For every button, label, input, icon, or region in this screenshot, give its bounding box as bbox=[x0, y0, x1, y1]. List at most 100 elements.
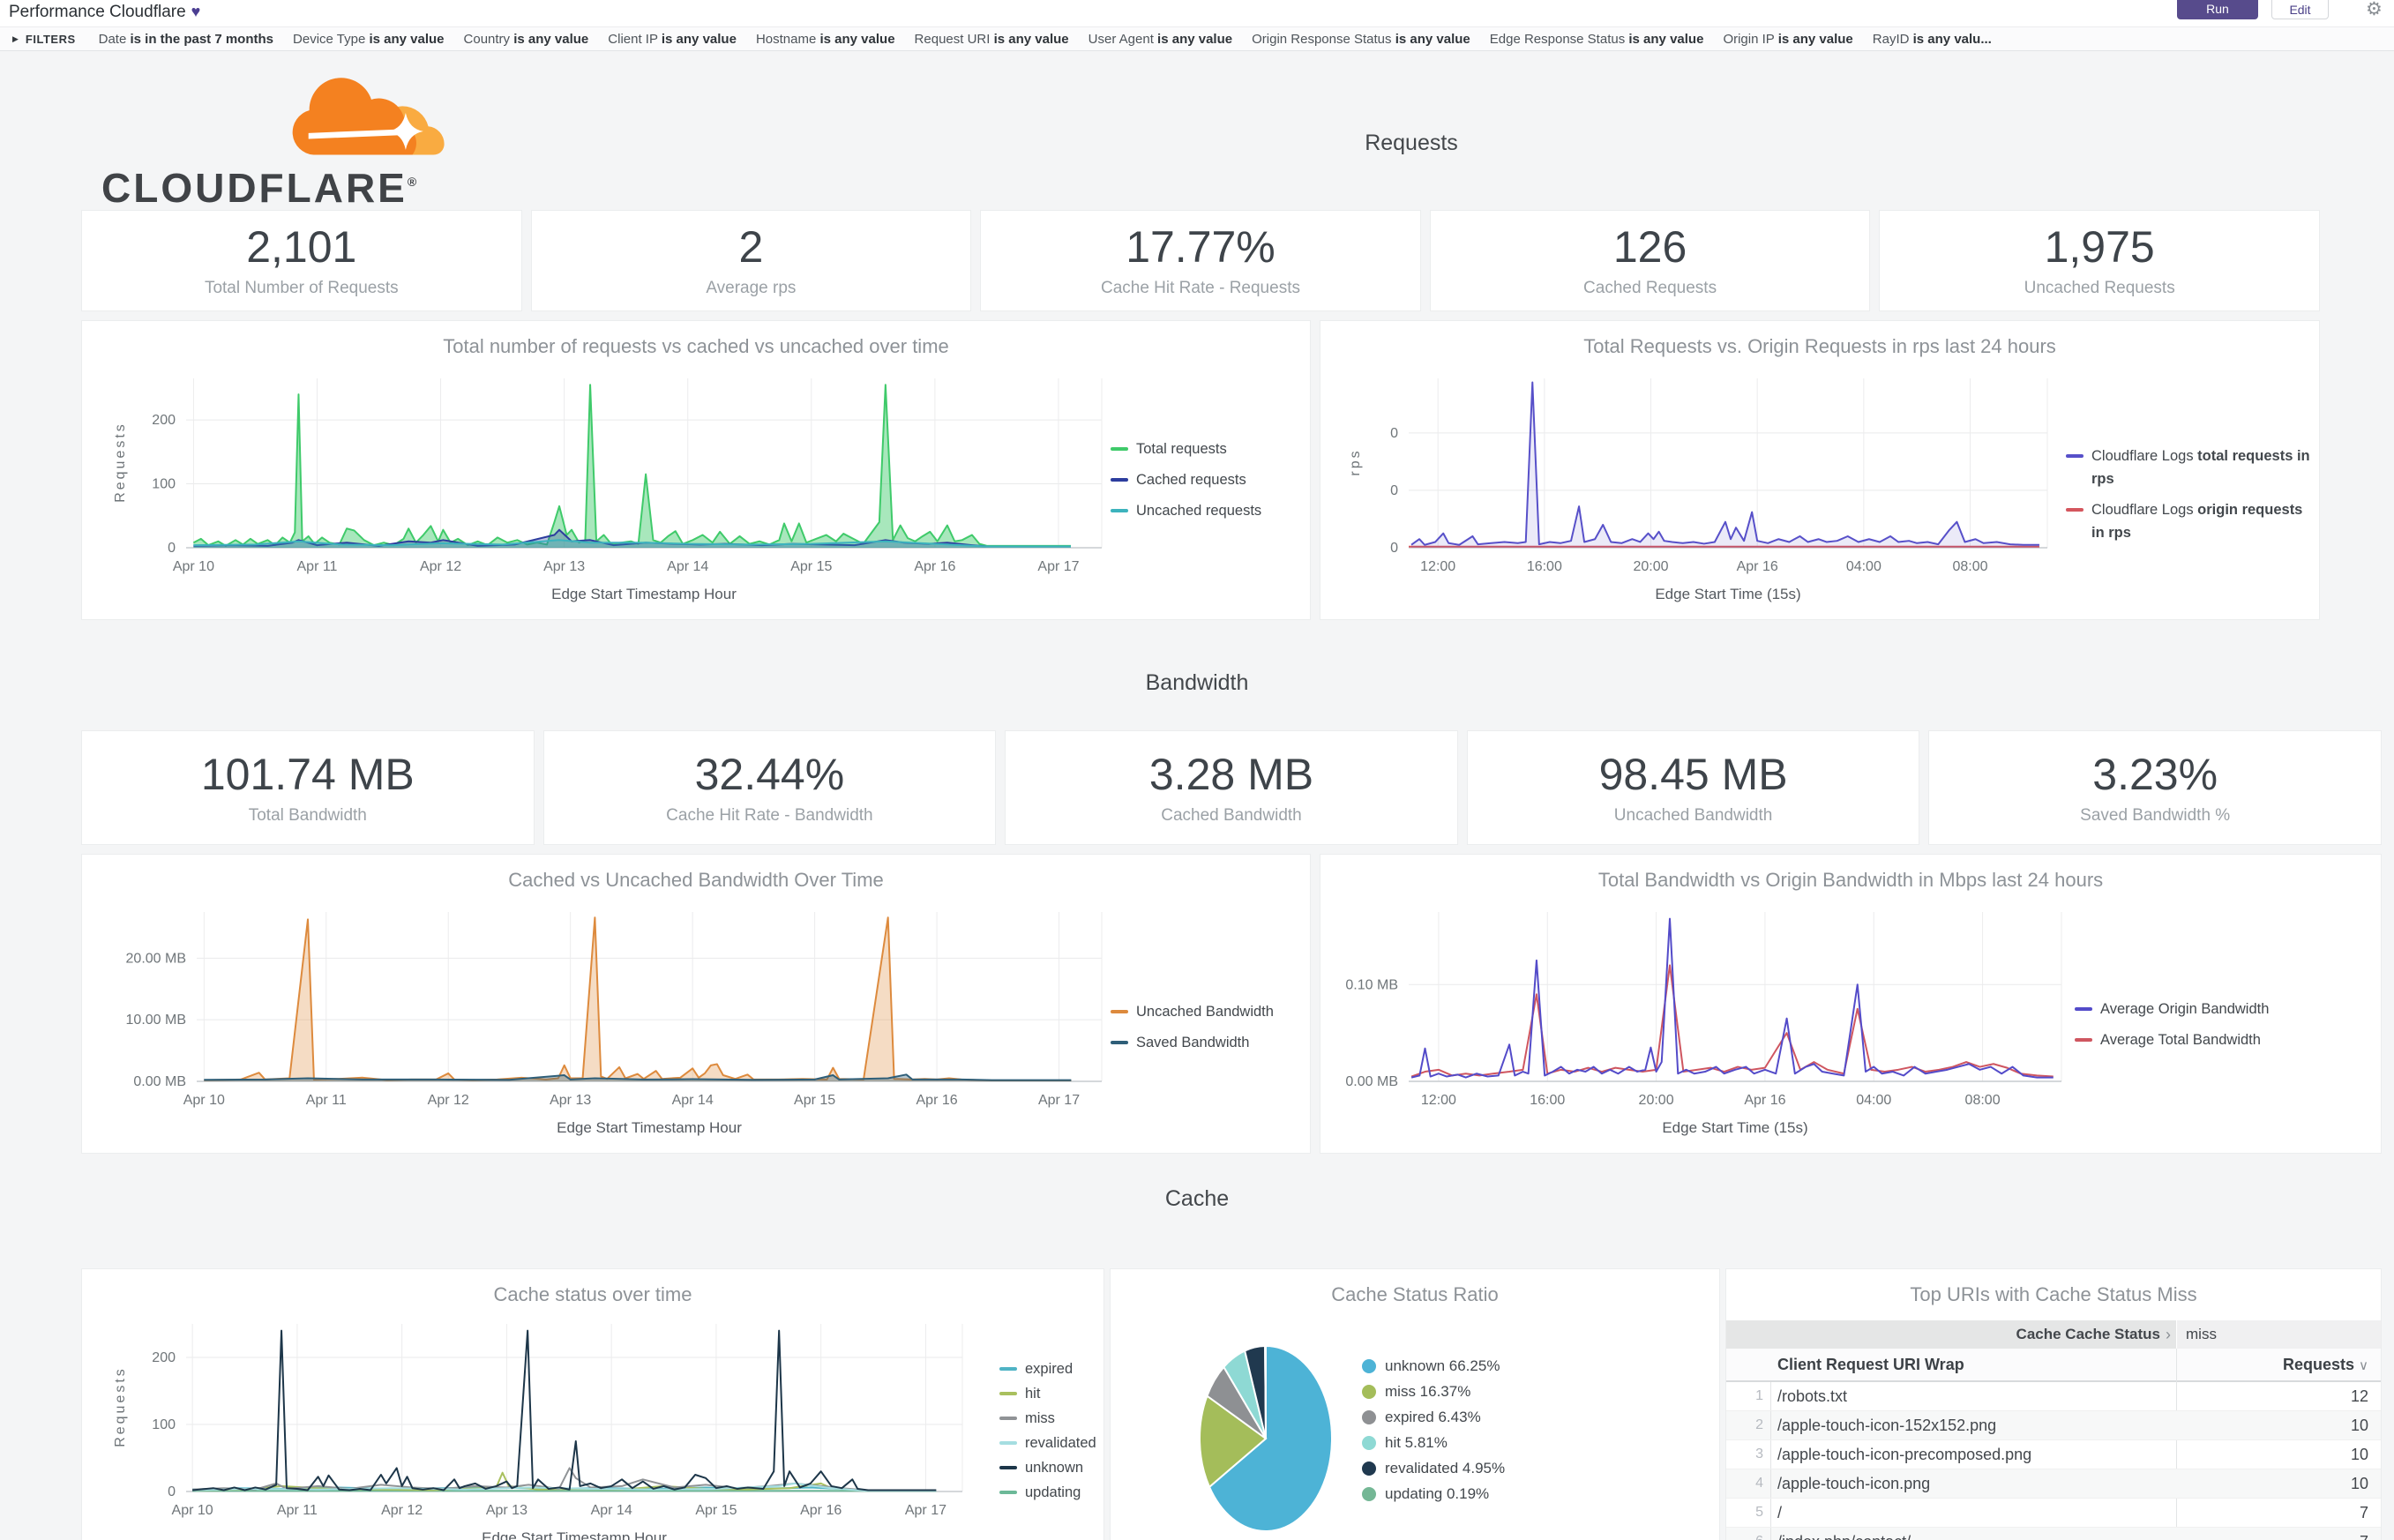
table-row[interactable]: 3 /apple-touch-icon-precomposed.png 10 bbox=[1726, 1440, 2381, 1469]
heart-icon: ♥ bbox=[191, 3, 201, 20]
page-title-text: Performance Cloudflare bbox=[9, 3, 186, 21]
legend-item[interactable]: Cached requests bbox=[1111, 468, 1261, 491]
filter-item[interactable]: Request URI is any value bbox=[915, 32, 1069, 47]
kpi-tile[interactable]: 2,101 Total Number of Requests bbox=[81, 210, 522, 311]
kpi-tile[interactable]: 17.77% Cache Hit Rate - Requests bbox=[980, 210, 1421, 311]
row-requests: 7 bbox=[2359, 1504, 2368, 1521]
pie-legend-item[interactable]: revalidated 4.95% bbox=[1362, 1460, 1505, 1477]
filter-item[interactable]: Edge Response Status is any value bbox=[1490, 32, 1704, 47]
filter-condition: is any value bbox=[819, 31, 895, 47]
pie-legend-item[interactable]: expired 6.43% bbox=[1362, 1409, 1505, 1426]
svg-text:12:00: 12:00 bbox=[1420, 559, 1455, 574]
top-bar: Performance Cloudflare ♥ Run Edit ⚙ bbox=[0, 0, 2394, 26]
legend-label: Average Total Bandwidth bbox=[2100, 1032, 2261, 1048]
legend-item[interactable]: updating bbox=[999, 1481, 1096, 1504]
legend-item[interactable]: Uncached requests bbox=[1111, 499, 1261, 522]
filter-item[interactable]: Device Type is any value bbox=[293, 32, 445, 47]
pie-legend-item[interactable]: hit 5.81% bbox=[1362, 1434, 1505, 1452]
kpi-tile[interactable]: 101.74 MB Total Bandwidth bbox=[81, 730, 535, 845]
row-requests: 10 bbox=[2350, 1417, 2368, 1434]
filter-item[interactable]: Origin Response Status is any value bbox=[1252, 32, 1470, 47]
plot-area[interactable] bbox=[197, 912, 1102, 1081]
pie-legend-item[interactable]: miss 16.37% bbox=[1362, 1383, 1505, 1401]
legend-item[interactable]: Average Total Bandwidth bbox=[2075, 1028, 2269, 1051]
legend-item[interactable]: hit bbox=[999, 1382, 1096, 1405]
kpi-tile[interactable]: 2 Average rps bbox=[530, 210, 972, 311]
filter-field-name: Origin IP bbox=[1723, 31, 1775, 47]
chart-title: Total number of requests vs cached vs un… bbox=[443, 335, 949, 357]
table-row[interactable]: 4 /apple-touch-icon.png 10 bbox=[1726, 1469, 2381, 1499]
filter-item[interactable]: User Agent is any value bbox=[1089, 32, 1232, 47]
filter-item[interactable]: Origin IP is any value bbox=[1723, 32, 1852, 47]
plot-area[interactable] bbox=[1409, 378, 2047, 548]
column-header-requests-sort[interactable]: Requests ∨ bbox=[2282, 1356, 2368, 1373]
kpi-tile[interactable]: 3.28 MB Cached Bandwidth bbox=[1005, 730, 1458, 845]
filter-item[interactable]: RayID is any valu... bbox=[1873, 32, 1992, 47]
svg-text:0.00 MB: 0.00 MB bbox=[1345, 1074, 1398, 1089]
kpi-tile[interactable]: 126 Cached Requests bbox=[1429, 210, 1871, 311]
chart-title: Cache status over time bbox=[493, 1283, 692, 1305]
svg-text:Apr 17: Apr 17 bbox=[1038, 1093, 1080, 1108]
legend-item[interactable]: Cloudflare Logs origin requests in rps bbox=[2066, 498, 2312, 544]
pivot-header: Cache Cache Status › miss bbox=[1726, 1320, 2381, 1349]
svg-text:Apr 15: Apr 15 bbox=[790, 559, 832, 574]
table-top-uris-cache-miss: Top URIs with Cache Status Miss Cache Cac… bbox=[1725, 1268, 2382, 1540]
legend-swatch-icon bbox=[1111, 509, 1128, 512]
table-row[interactable]: 6 /index.php/contact/ 7 bbox=[1726, 1528, 2381, 1540]
svg-text:Apr 15: Apr 15 bbox=[794, 1093, 835, 1108]
legend-item[interactable]: Average Origin Bandwidth bbox=[2075, 998, 2269, 1020]
svg-text:16:00: 16:00 bbox=[1527, 559, 1562, 574]
plot-area[interactable] bbox=[1409, 912, 2061, 1081]
gear-icon[interactable]: ⚙ bbox=[2366, 0, 2383, 19]
legend-dot-icon bbox=[1362, 1462, 1376, 1476]
filter-field-name: Edge Response Status bbox=[1489, 31, 1626, 47]
filters-toggle[interactable]: ▶ FILTERS bbox=[12, 33, 76, 46]
filter-field-name: Date bbox=[98, 31, 127, 47]
pie-legend-item[interactable]: updating 0.19% bbox=[1362, 1485, 1505, 1503]
svg-text:Apr 11: Apr 11 bbox=[297, 559, 338, 574]
kpi-value: 101.74 MB bbox=[200, 749, 415, 799]
legend-item[interactable]: unknown bbox=[999, 1456, 1096, 1479]
kpi-value: 32.44% bbox=[694, 749, 845, 799]
legend-label: Cached requests bbox=[1136, 472, 1246, 488]
pivot-field-label[interactable]: Cache Cache Status › bbox=[1726, 1320, 2176, 1349]
kpi-row-requests: 2,101 Total Number of Requests 2 Average… bbox=[81, 210, 2320, 311]
edit-button[interactable]: Edit bbox=[2271, 0, 2329, 19]
kpi-tile[interactable]: 98.45 MB Uncached Bandwidth bbox=[1466, 730, 1920, 845]
svg-text:0: 0 bbox=[168, 541, 176, 556]
legend-item[interactable]: revalidated bbox=[999, 1432, 1096, 1454]
pie-legend-item[interactable]: unknown 66.25% bbox=[1362, 1357, 1505, 1375]
legend-item[interactable]: Total requests bbox=[1111, 437, 1261, 460]
legend-item[interactable]: Cloudflare Logs total requests in rps bbox=[2066, 445, 2312, 490]
table-row[interactable]: 5 / 7 bbox=[1726, 1499, 2381, 1528]
svg-text:10.00 MB: 10.00 MB bbox=[126, 1013, 186, 1028]
kpi-label: Cached Bandwidth bbox=[1161, 805, 1302, 825]
plot-area[interactable] bbox=[186, 1324, 962, 1491]
legend-item[interactable]: Saved Bandwidth bbox=[1111, 1031, 1274, 1054]
filter-item[interactable]: Hostname is any value bbox=[756, 32, 895, 47]
chart-bandwidth-over-time: Cached vs Uncached Bandwidth Over Time Ap… bbox=[81, 854, 1311, 1154]
row-uri: /robots.txt bbox=[1777, 1387, 1848, 1405]
legend-label: Total requests bbox=[1136, 441, 1227, 457]
run-button[interactable]: Run bbox=[2177, 0, 2258, 19]
filter-item[interactable]: Client IP is any value bbox=[608, 32, 737, 47]
column-header-uri[interactable]: Client Request URI Wrap bbox=[1777, 1356, 1964, 1373]
legend-item[interactable]: miss bbox=[999, 1407, 1096, 1430]
filter-item[interactable]: Date is in the past 7 months bbox=[99, 32, 273, 47]
svg-text:Apr 16: Apr 16 bbox=[916, 1093, 958, 1108]
plot-area[interactable] bbox=[186, 378, 1102, 548]
kpi-tile[interactable]: 1,975 Uncached Requests bbox=[1879, 210, 2320, 311]
pie-legend-label: revalidated 4.95% bbox=[1385, 1460, 1506, 1476]
legend-label: expired bbox=[1025, 1361, 1074, 1377]
svg-text:Apr 13: Apr 13 bbox=[550, 1093, 591, 1108]
svg-text:Apr 16: Apr 16 bbox=[1737, 559, 1778, 574]
column-divider bbox=[2176, 1349, 2177, 1540]
table-row[interactable]: 2 /apple-touch-icon-152x152.png 10 bbox=[1726, 1411, 2381, 1440]
kpi-tile[interactable]: 32.44% Cache Hit Rate - Bandwidth bbox=[542, 730, 997, 845]
legend-item[interactable]: Uncached Bandwidth bbox=[1111, 1000, 1274, 1023]
filter-item[interactable]: Country is any value bbox=[464, 32, 589, 47]
legend-dot-icon bbox=[1362, 1436, 1376, 1450]
legend-item[interactable]: expired bbox=[999, 1357, 1096, 1380]
kpi-tile[interactable]: 3.23% Saved Bandwidth % bbox=[1928, 730, 2382, 845]
table-row[interactable]: 1 /robots.txt 12 bbox=[1726, 1382, 2381, 1411]
